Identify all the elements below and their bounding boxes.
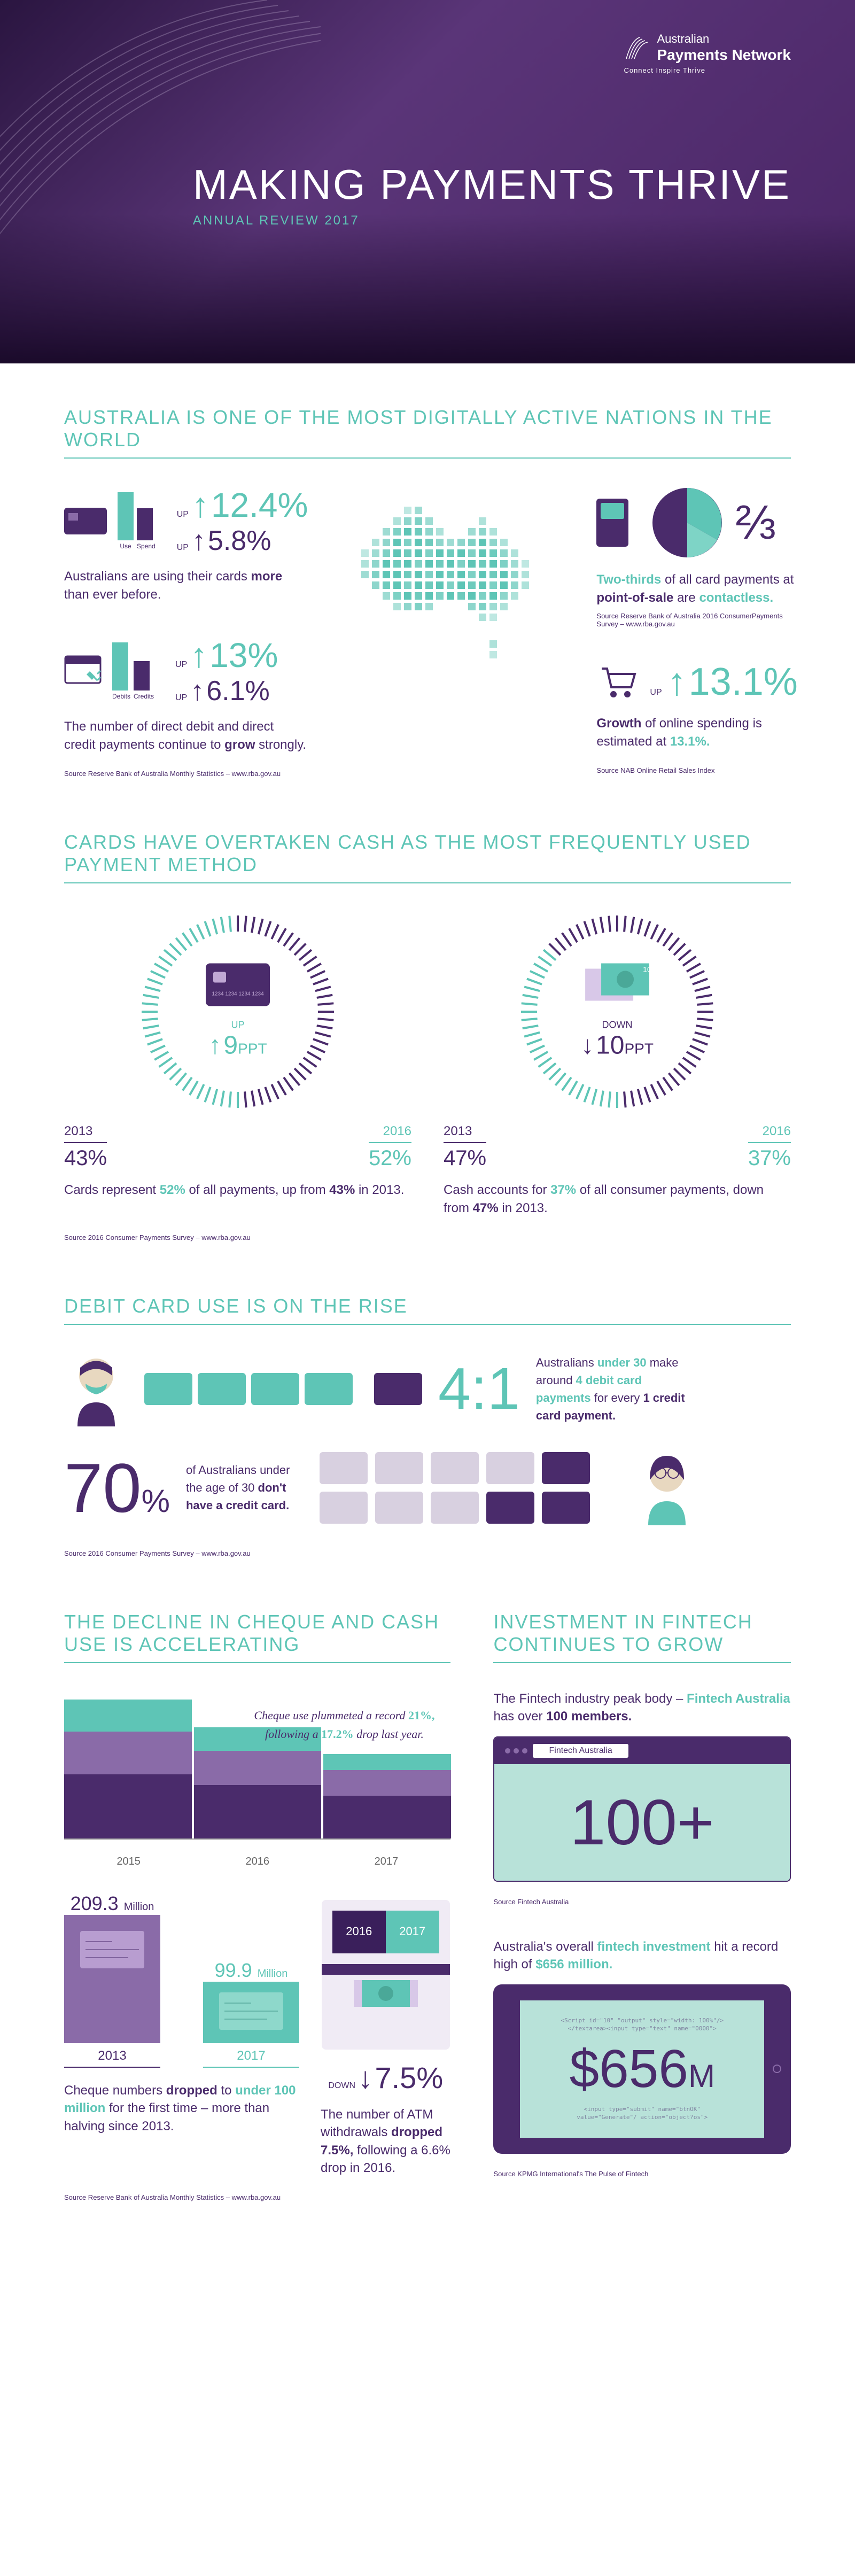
pct70-desc: of Australians under the age of 30 don't… — [186, 1461, 304, 1514]
logo: AustralianPayments Network Connect Inspi… — [624, 32, 791, 74]
card-chip-icon: 1234 1234 1234 1234 — [206, 964, 270, 1006]
ratio-41: 4:1 — [438, 1355, 520, 1423]
debit-credit-desc: The number of direct debit and direct cr… — [64, 718, 308, 754]
svg-text:1234 1234 1234 1234: 1234 1234 1234 1234 — [212, 991, 264, 997]
cash-dial: 10 DOWN10PPT — [516, 910, 719, 1113]
person-male-icon — [64, 1352, 128, 1426]
year-2015: 2015 — [64, 1850, 193, 1868]
cheque-bar-chart: 209.3 Million 2013 99.9 Million 2017 — [64, 1900, 299, 2071]
hero-city — [0, 214, 855, 363]
cart-icon — [596, 663, 639, 701]
contactless-ratio: ⅔ — [735, 495, 775, 550]
card-dial-desc: Cards represent 52% of all payments, up … — [64, 1181, 411, 1199]
svg-text:10: 10 — [643, 965, 649, 974]
atm-desc: The number of ATM withdrawals dropped 7.… — [321, 2106, 450, 2177]
s5-title: INVESTMENT IN FINTECH CONTINUES TO GROW — [493, 1611, 791, 1663]
contactless-desc: Two-thirds of all card payments at point… — [596, 571, 797, 607]
fintech-browser: Fintech Australia 100+ — [493, 1736, 791, 1882]
fintech-656: $656M — [536, 2038, 748, 2100]
contactless-pie — [650, 485, 725, 560]
ratio-desc: Australians under 30 make around 4 debit… — [536, 1354, 686, 1424]
card-use-desc: Australians are using their cards more t… — [64, 568, 308, 603]
card-icon — [64, 508, 107, 534]
subtitle: ANNUAL REVIEW 2017 — [193, 213, 791, 228]
atm-icon: 20162017 — [322, 1900, 450, 2050]
section-cheque-decline: THE DECLINE IN CHEQUE AND CASH USE IS AC… — [64, 1611, 450, 2201]
logo-line2: Payments Network — [657, 46, 791, 64]
card-dial: 1234 1234 1234 1234 UP9PPT — [136, 910, 339, 1113]
cheque-note: Cheque use plummeted a record 21%, follo… — [254, 1706, 434, 1743]
hero-banner: AustralianPayments Network Connect Inspi… — [0, 0, 855, 363]
logo-tagline: Connect Inspire Thrive — [624, 66, 791, 74]
year-2016: 2016 — [193, 1850, 322, 1868]
s2-source: Source 2016 Consumer Payments Survey – w… — [64, 1233, 791, 1242]
s3-source: Source 2016 Consumer Payments Survey – w… — [64, 1549, 791, 1557]
year-2017: 2017 — [322, 1850, 450, 1868]
s1-source2: Source Reserve Bank of Australia 2016 Co… — [596, 612, 797, 628]
logo-line1: Australian — [657, 32, 791, 46]
section-debit-rise: DEBIT CARD USE IS ON THE RISE 4:1 Austra… — [64, 1295, 791, 1557]
debit-credit-bars: Debits Credits — [112, 642, 154, 700]
use-pct: 12.4% — [192, 485, 308, 525]
online-desc: Growth of online spending is estimated a… — [596, 715, 797, 750]
fintech-members-desc: The Fintech industry peak body – Fintech… — [493, 1690, 791, 1726]
cheque-area-chart: Cheque use plummeted a record 21%, follo… — [64, 1690, 450, 1840]
spend-pct: 5.8% — [192, 525, 271, 557]
atm-pct: 7.5% — [357, 2061, 443, 2094]
pos-terminal-icon — [596, 499, 628, 547]
cash-dial-desc: Cash accounts for 37% of all consumer pa… — [444, 1181, 791, 1217]
hero-title: MAKING PAYMENTS THRIVE ANNUAL REVIEW 201… — [193, 160, 791, 228]
s3-title: DEBIT CARD USE IS ON THE RISE — [64, 1295, 791, 1325]
browser-icon — [64, 655, 102, 687]
pct-70: 70% — [64, 1448, 170, 1528]
fintech-invest-desc: Australia's overall fintech investment h… — [493, 1938, 791, 1974]
credit-pct: 6.1% — [190, 675, 270, 707]
debit-pct: 13% — [190, 635, 278, 675]
section-cards-cash: CARDS HAVE OVERTAKEN CASH AS THE MOST FR… — [64, 831, 791, 1241]
s1-source1: Source Reserve Bank of Australia Monthly… — [64, 770, 308, 778]
online-pct: 13.1% — [667, 660, 798, 704]
s2-title: CARDS HAVE OVERTAKEN CASH AS THE MOST FR… — [64, 831, 791, 883]
s5-source2: Source KPMG International's The Pulse of… — [493, 2170, 791, 2178]
s4-title: THE DECLINE IN CHEQUE AND CASH USE IS AC… — [64, 1611, 450, 1663]
credit-card-grid — [320, 1452, 619, 1524]
person-female-icon — [635, 1450, 699, 1525]
s1-source3: Source NAB Online Retail Sales Index — [596, 766, 797, 774]
tablet-icon: <Script id="10" "output" style="width: 1… — [493, 1984, 791, 2154]
s5-source1: Source Fintech Australia — [493, 1898, 791, 1906]
logo-icon — [624, 35, 650, 61]
section-digitally-active: AUSTRALIA IS ONE OF THE MOST DIGITALLY A… — [64, 406, 791, 778]
cash-icon: 10 — [585, 964, 649, 1006]
main-title: MAKING PAYMENTS THRIVE — [193, 160, 791, 209]
fintech-100: 100+ — [516, 1786, 768, 1859]
australia-map-icon — [340, 485, 564, 688]
section-fintech: INVESTMENT IN FINTECH CONTINUES TO GROW … — [493, 1611, 791, 2178]
cheque-drop-desc: Cheque numbers dropped to under 100 mill… — [64, 2082, 299, 2136]
debit-cards — [144, 1373, 422, 1405]
s4-source: Source Reserve Bank of Australia Monthly… — [64, 2193, 450, 2201]
use-spend-bars: Use Spend — [118, 492, 156, 550]
s1-title: AUSTRALIA IS ONE OF THE MOST DIGITALLY A… — [64, 406, 791, 459]
